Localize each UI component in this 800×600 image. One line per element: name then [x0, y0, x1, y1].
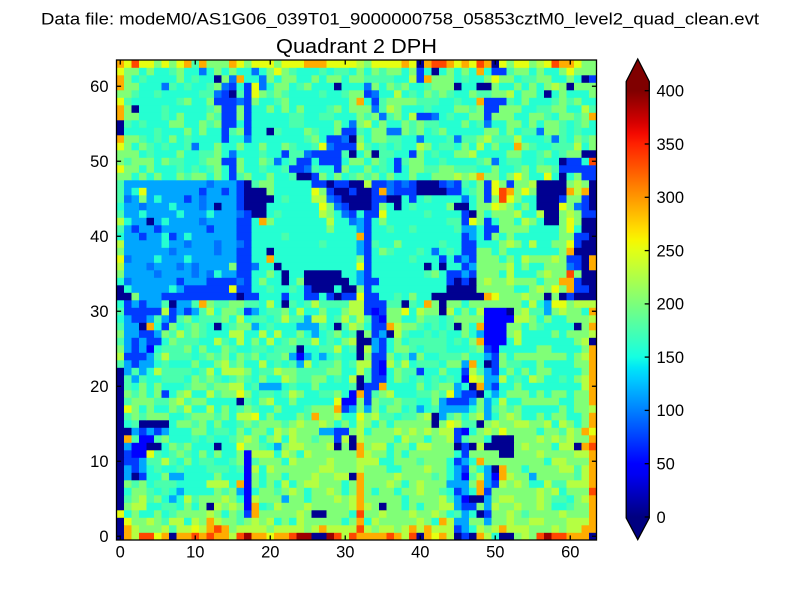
svg-text:20: 20 [261, 544, 279, 562]
svg-text:30: 30 [90, 303, 108, 321]
svg-text:50: 50 [486, 544, 504, 562]
svg-text:60: 60 [561, 544, 579, 562]
svg-text:20: 20 [90, 378, 108, 396]
svg-text:0: 0 [657, 509, 666, 527]
svg-text:Quadrant 2 DPH: Quadrant 2 DPH [276, 36, 437, 58]
svg-text:300: 300 [657, 189, 685, 207]
svg-text:50: 50 [657, 456, 675, 474]
svg-text:40: 40 [90, 228, 108, 246]
svg-text:50: 50 [90, 153, 108, 171]
svg-text:30: 30 [336, 544, 354, 562]
svg-text:0: 0 [116, 544, 125, 562]
svg-text:200: 200 [657, 296, 685, 314]
svg-text:10: 10 [186, 544, 204, 562]
svg-text:350: 350 [657, 136, 685, 154]
svg-text:250: 250 [657, 242, 685, 260]
svg-text:40: 40 [411, 544, 429, 562]
svg-text:400: 400 [657, 83, 685, 101]
svg-text:60: 60 [90, 78, 108, 96]
svg-text:150: 150 [657, 349, 685, 367]
svg-text:0: 0 [99, 528, 108, 546]
svg-text:Data file: modeM0/AS1G06_039T0: Data file: modeM0/AS1G06_039T01_90000007… [41, 9, 759, 28]
svg-text:10: 10 [90, 453, 108, 471]
svg-text:100: 100 [657, 402, 685, 420]
